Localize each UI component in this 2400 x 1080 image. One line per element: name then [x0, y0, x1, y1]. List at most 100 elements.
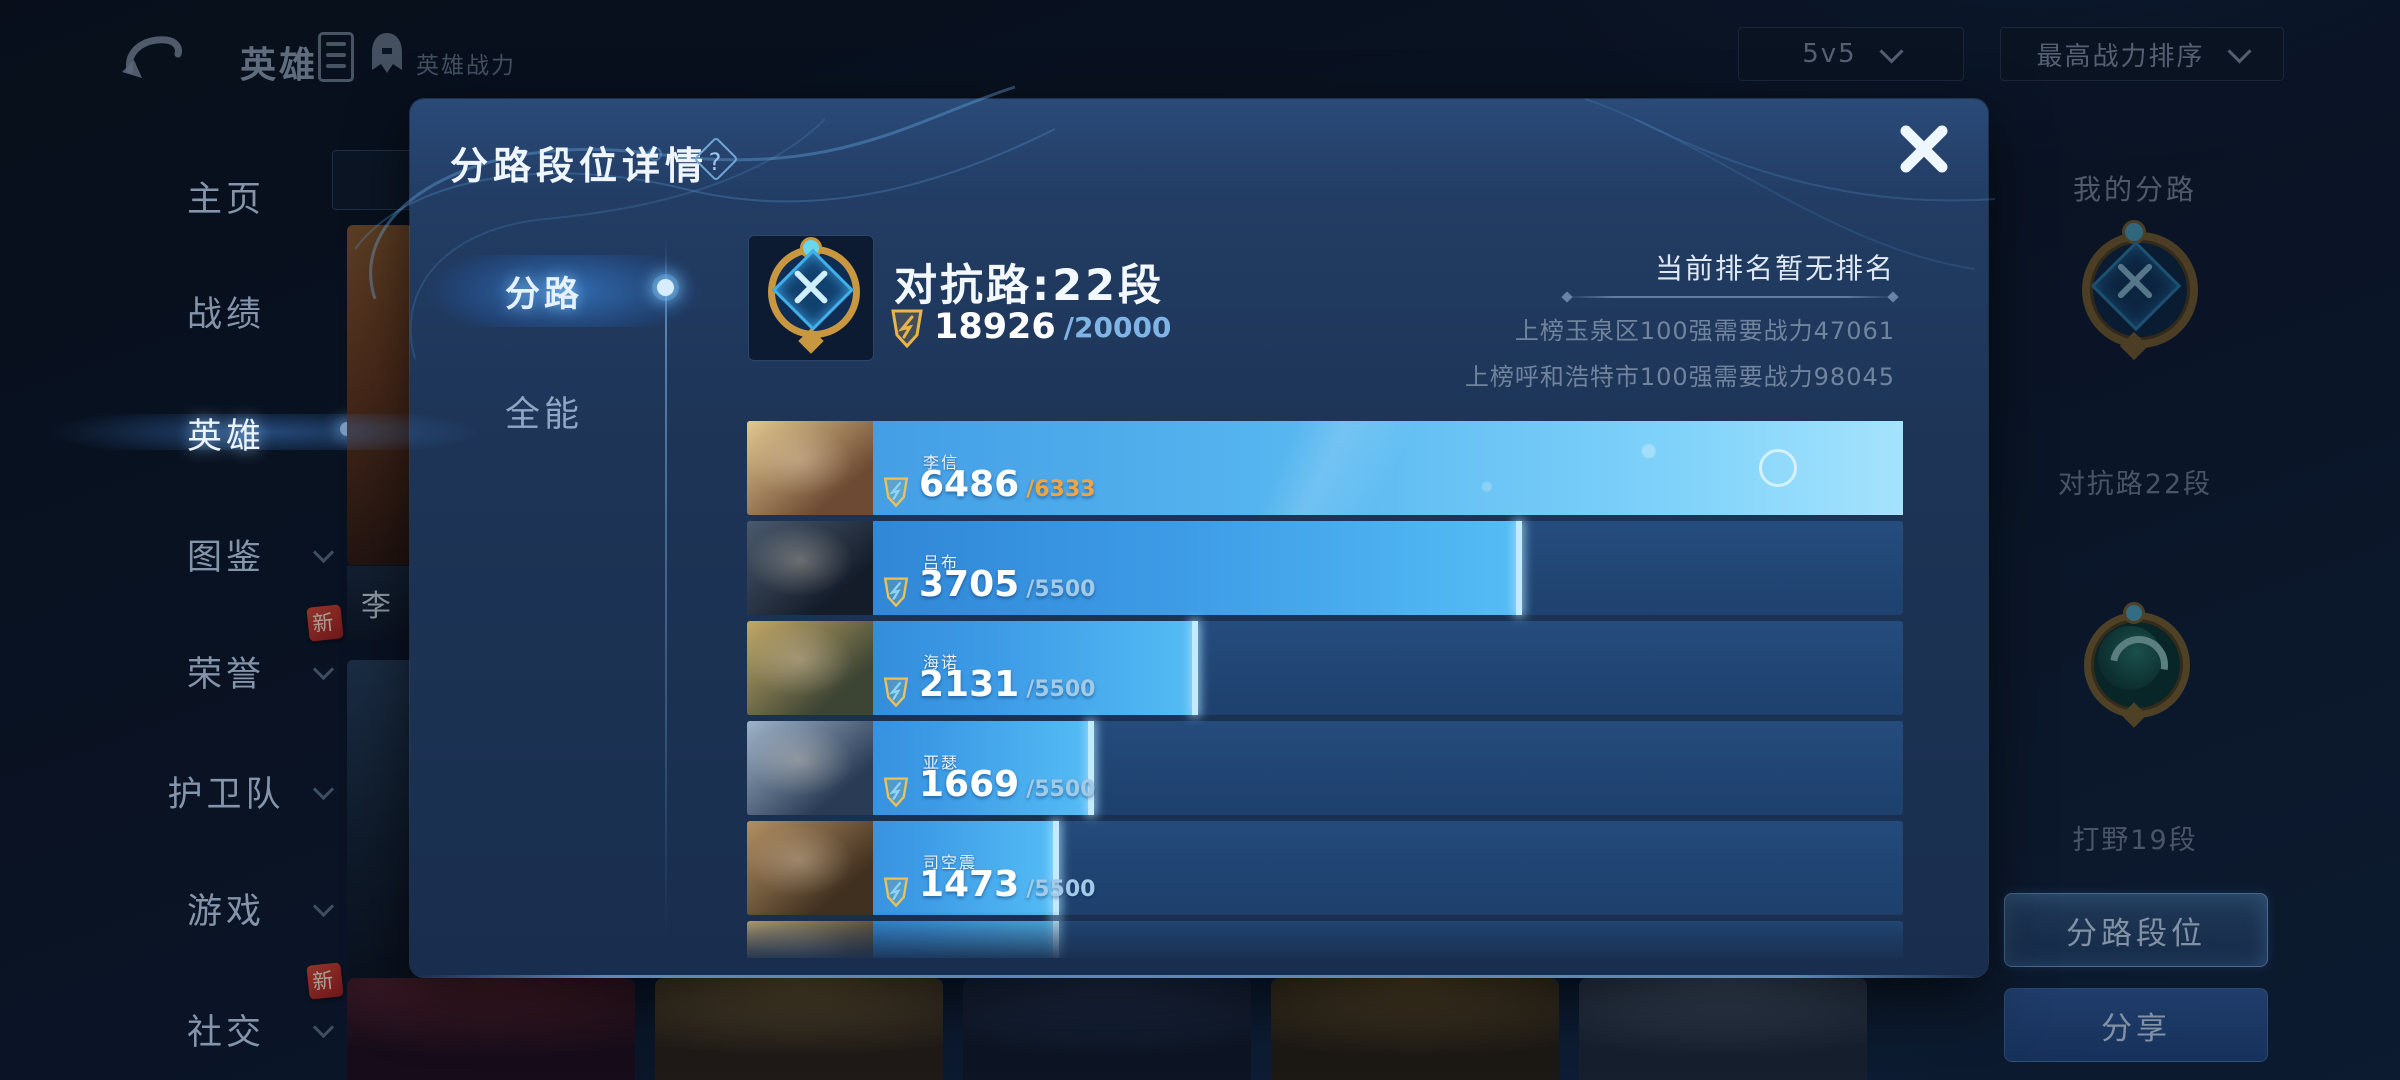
sidebar-item-label: 游戏: [186, 892, 265, 932]
share-button[interactable]: 分享: [2004, 988, 2268, 1062]
hero-portrait: [747, 921, 873, 958]
rank-requirement-2: 上榜呼和浩特市100强需要战力98045: [1464, 363, 1895, 391]
active-tab-glow: [400, 255, 700, 327]
sidebar-item-6[interactable]: 护卫队: [140, 766, 335, 815]
rank-divider: [1565, 296, 1895, 298]
close-icon[interactable]: [1892, 117, 1956, 181]
current-lane-badge: [748, 235, 874, 361]
sidebar-item-5[interactable]: 荣誉新: [140, 604, 344, 695]
hero-power-value: 6486/6333: [919, 464, 1096, 505]
hero-power-row[interactable]: 吕布 3705/5500: [747, 521, 1903, 615]
hero-power-max: /5500: [1026, 877, 1096, 902]
tab-allround-label: 全能: [504, 395, 583, 435]
sidebar-item-label: 荣誉: [186, 655, 265, 695]
tab-lane[interactable]: 分路: [444, 266, 644, 315]
power-bar-fill: [747, 421, 1903, 515]
sort-select[interactable]: 最高战力排序: [2000, 27, 2284, 81]
hero-name: 海诺: [923, 653, 960, 672]
current-rank-text: 当前排名暂无排名: [1654, 252, 1895, 285]
hero-power-row[interactable]: [747, 921, 1903, 958]
lane-badge-jungle-label: 打野19段: [2072, 825, 2198, 856]
sidebar-item-label: 战绩: [186, 295, 265, 335]
hero-name: 亚瑟: [923, 753, 960, 772]
hero-power-row[interactable]: 李信 6486/6333: [747, 421, 1903, 515]
lane-score-max: /20000: [1063, 310, 1172, 344]
sidebar-item-label: 主页: [186, 180, 265, 220]
share-button-label: 分享: [2101, 1010, 2171, 1047]
hero-card-label: 李: [347, 566, 413, 640]
lane-rank-button-label: 分路段位: [2066, 915, 2206, 952]
sidebar-item-label: 护卫队: [167, 775, 285, 815]
page-title: 英雄: [240, 45, 319, 86]
lane-score-value: 18926: [934, 307, 1056, 347]
question-glyph: ?: [708, 148, 722, 176]
sidebar-item-8[interactable]: 社交新: [140, 962, 344, 1053]
hero-card[interactable]: [347, 978, 635, 1080]
hero-list-icon[interactable]: [318, 32, 354, 82]
hero-power-max: /5500: [1026, 677, 1096, 702]
sidebar-item-4[interactable]: 图鉴: [140, 529, 335, 578]
power-shield-icon: [883, 577, 909, 608]
sidebar-item-3[interactable]: 英雄: [0, 408, 480, 457]
helmet-icon[interactable]: [366, 30, 408, 76]
lane-badge-jungle: [2074, 602, 2194, 734]
power-shield-icon: [883, 477, 909, 508]
sidebar-item-2[interactable]: 战绩: [140, 286, 312, 335]
hero-power-value: 1473/5500: [919, 864, 1096, 905]
hero-card[interactable]: [655, 978, 943, 1080]
power-shield-icon: [883, 877, 909, 908]
hero-card[interactable]: [1579, 978, 1867, 1080]
modal-title: 分路段位详情: [450, 144, 709, 188]
hero-card[interactable]: [963, 978, 1251, 1080]
mode-select-value: 5v5: [1802, 39, 1857, 69]
sort-select-value: 最高战力排序: [2036, 41, 2205, 72]
hero-name: 司空震: [923, 853, 978, 872]
sidebar-item-label: 社交: [186, 1013, 265, 1053]
hero-portrait: [747, 421, 873, 515]
hero-power-row[interactable]: 海诺 2131/5500: [747, 621, 1903, 715]
hero-power-max: /5500: [1026, 777, 1096, 802]
hero-portrait: [747, 821, 873, 915]
hero-power-row[interactable]: 亚瑟 1669/5500: [747, 721, 1903, 815]
hero-portrait: [747, 721, 873, 815]
hero-power-value: 3705/5500: [919, 564, 1096, 605]
power-medal-icon: [891, 309, 923, 349]
lane-rank-button[interactable]: 分路段位: [2004, 893, 2268, 967]
sidebar-item-7[interactable]: 游戏: [140, 883, 335, 932]
hero-list: 李信 6486/6333 吕布 3705/5500 海诺 2131/5500: [747, 421, 1903, 958]
power-shield-icon: [883, 777, 909, 808]
power-bar-edge: [1053, 821, 1060, 915]
lane-rank-modal: 分路段位详情 ? 分路 全能 对抗路:22段: [355, 85, 1996, 978]
sparkle-ring: [1759, 449, 1797, 487]
hero-name: 李信: [923, 453, 960, 472]
tab-allround[interactable]: 全能: [444, 386, 644, 435]
hero-power-max: /5500: [1026, 577, 1096, 602]
hero-portrait: [747, 521, 873, 615]
hero-power-value: 1669/5500: [919, 764, 1096, 805]
tab-lane-label: 分路: [504, 275, 583, 315]
sidebar-item-1[interactable]: 主页: [140, 171, 312, 220]
sidebar-item-label: 英雄: [186, 417, 265, 457]
power-bar-edge: [1515, 521, 1522, 615]
power-bar-edge: [1053, 921, 1060, 958]
help-icon[interactable]: ?: [692, 136, 739, 185]
active-tab-dot: [657, 279, 674, 296]
hero-power-max: /6333: [1026, 477, 1096, 502]
lane-badge-clash: [2064, 218, 2204, 368]
hero-card[interactable]: [1271, 978, 1559, 1080]
power-bar-fill: [747, 521, 1522, 615]
hero-grid-tab: [332, 150, 416, 210]
power-bar-edge: [1087, 721, 1094, 815]
current-lane-name: 对抗路:22段: [894, 261, 1165, 311]
hero-card: [347, 660, 413, 978]
hero-power-value: 2131/5500: [919, 664, 1096, 705]
hero-name: 吕布: [923, 553, 960, 572]
active-item-glow: [0, 414, 480, 450]
mode-select[interactable]: 5v5: [1738, 27, 1964, 81]
back-button[interactable]: [116, 26, 186, 84]
hero-power-label: 英雄战力: [416, 53, 516, 79]
power-shield-icon: [883, 677, 909, 708]
tab-divider: [665, 239, 667, 939]
hero-power-row[interactable]: 司空震 1473/5500: [747, 821, 1903, 915]
